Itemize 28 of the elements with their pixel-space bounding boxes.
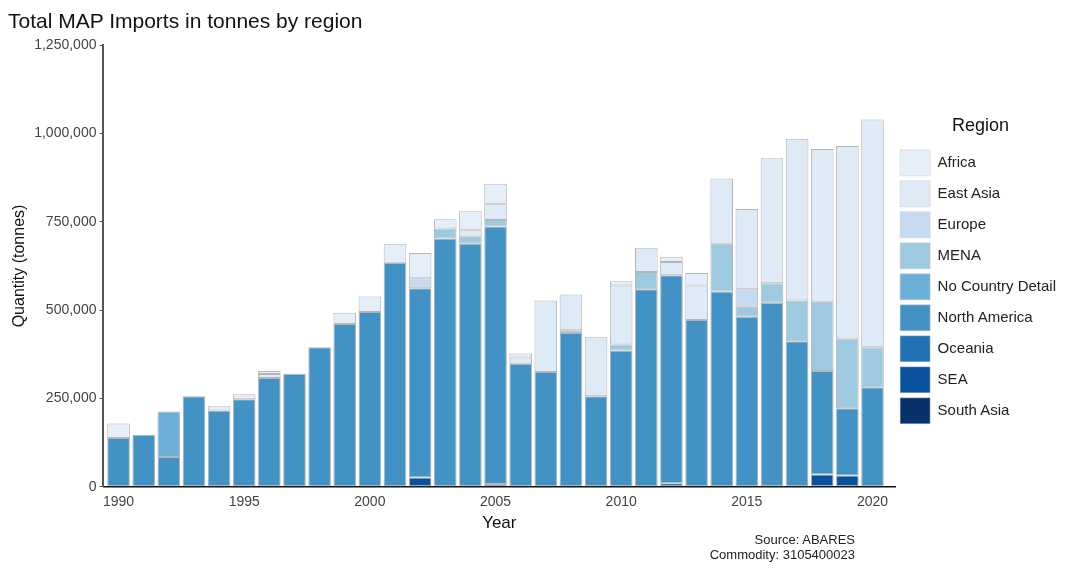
legend-label: Oceania [937,338,995,356]
y-tick-label: 0 [88,477,97,494]
legend-label: Europe [937,214,986,232]
x-tick-label: 2000 [354,493,386,510]
y-tick-label: 1,000,000 [34,124,97,141]
y-tick-label: 1,250,000 [34,36,97,53]
source-note: Source: ABARES [753,532,855,547]
legend-label: East Asia [937,183,1001,201]
legend-label: No Country Detail [937,276,1057,294]
legend-label: South Asia [937,400,1010,418]
y-tick-label: 250,000 [45,389,97,406]
x-axis-title: Year [482,513,517,533]
legend-label: Africa [937,152,977,170]
x-tick-label: 2020 [856,493,889,510]
x-tick-label: 2015 [731,493,763,510]
x-tick-label: 2005 [479,493,512,510]
legend-label: MENA [937,245,981,263]
x-tick-label: 1990 [102,493,135,510]
legend-title: Region [952,115,1010,136]
y-tick-label: 500,000 [45,301,97,318]
legend-label: North America [937,307,1034,325]
y-tick-label: 750,000 [45,212,97,229]
text: Commodity: 3105400023 [708,547,855,562]
legend-label: SEA [937,369,968,387]
y-axis-title: Quantity (tonnes) [10,204,28,328]
chart-title: Total MAP Imports in tonnes by region [8,9,363,33]
x-tick-label: 1995 [228,493,260,510]
x-tick-label: 2010 [605,493,637,510]
